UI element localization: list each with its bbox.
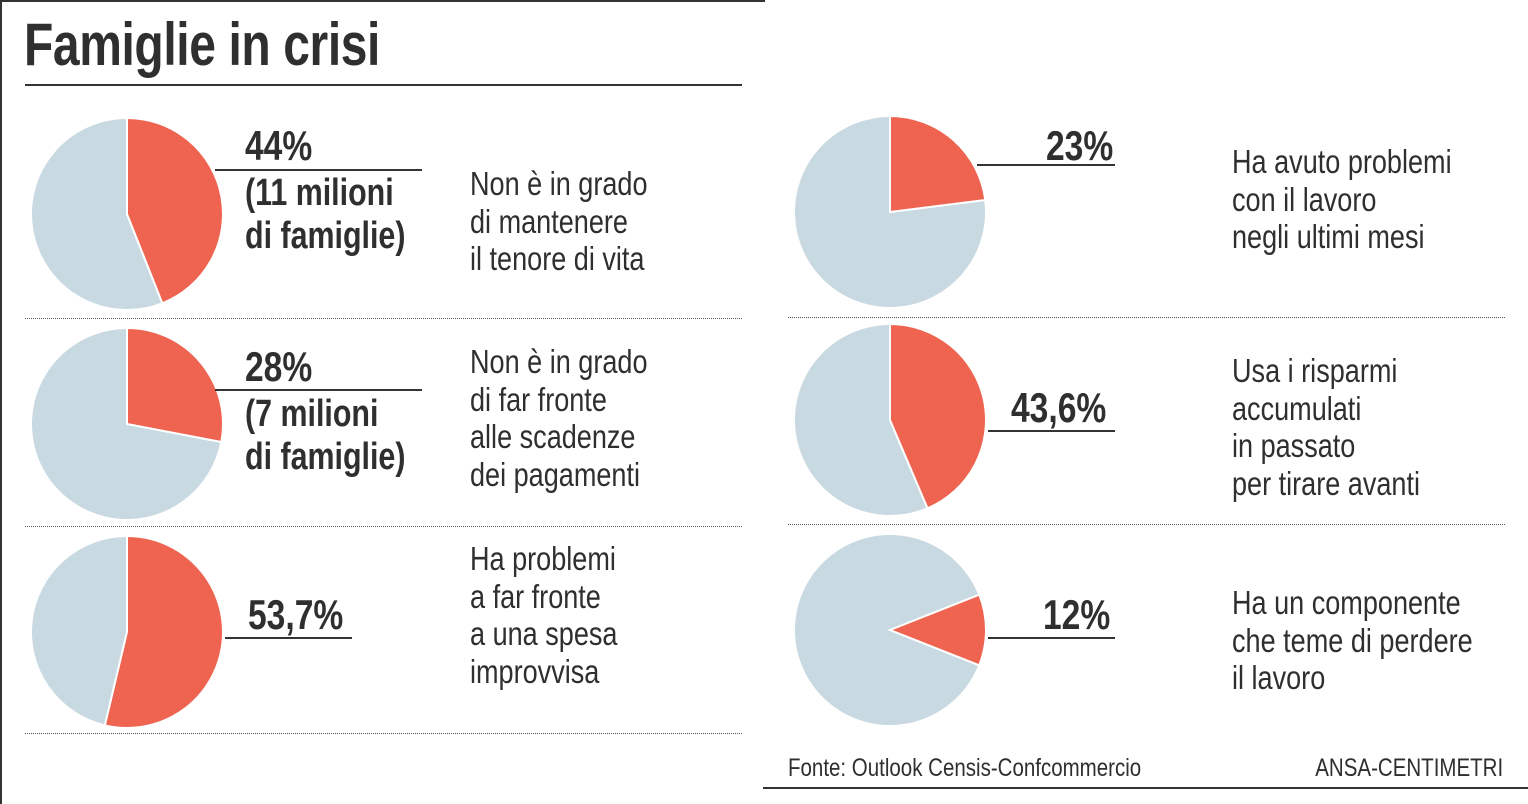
percentage: 44% — [245, 122, 313, 169]
description-line: il tenore di vita — [470, 240, 645, 277]
pie-slice-rest — [30, 534, 128, 727]
source-note: Fonte: Outlook Censis-Confcommercio — [788, 754, 1142, 782]
pie-slice-value — [103, 534, 224, 729]
chart-title: Famiglie in crisi — [24, 11, 380, 78]
description-line: con il lavoro — [1232, 180, 1377, 218]
description-line: a una spesa — [470, 615, 618, 652]
percentage: 43,6% — [1011, 384, 1107, 431]
value-label: 44% (11 milioni di famiglie) — [245, 124, 405, 258]
description-line: il lavoro — [1232, 659, 1326, 696]
pie-slice-rest — [793, 322, 929, 517]
value-label: 53,7% — [248, 593, 343, 637]
value-label: 28% (7 milioni di famiglie) — [245, 345, 405, 479]
description: Non è in grado di far fronte alle scadenze… — [470, 343, 648, 493]
description: Usa i risparmi accumulati in passato per ti… — [1232, 352, 1420, 502]
description-line: negli ultimi mesi — [1232, 218, 1425, 255]
households-count: (7 milioni — [245, 393, 379, 435]
value-label: 43,6% — [1011, 386, 1106, 430]
frame-bottom-border — [763, 787, 1528, 789]
percentage: 23% — [1046, 122, 1114, 169]
credit: ANSA-CENTIMETRI — [1315, 754, 1503, 782]
separator — [788, 524, 1505, 525]
description-line: per tirare avanti — [1232, 464, 1421, 502]
frame-top-border — [0, 0, 765, 2]
description-line: Ha un componente — [1232, 584, 1461, 621]
description-line: di mantenere — [470, 202, 628, 240]
pie-slice-value — [889, 114, 987, 214]
description-line: Ha avuto problemi — [1232, 143, 1452, 180]
description: Ha avuto problemi con il lavoro negli ulti… — [1232, 143, 1452, 256]
pie-slice-rest — [793, 533, 981, 727]
pie-chart — [793, 322, 987, 517]
leader-line — [225, 637, 352, 639]
description: Ha problemi a far fronte a una spesa improv… — [470, 540, 617, 690]
description-line: di far fronte — [470, 380, 607, 418]
pie-slice-value — [889, 322, 987, 510]
description-line: che teme di perdere — [1232, 621, 1473, 659]
value-label: 23% — [1046, 124, 1113, 168]
pie-slice-value — [126, 116, 224, 305]
percentage: 53,7% — [248, 591, 344, 638]
description-line: a far fronte — [470, 577, 601, 615]
pie-slice-rest — [30, 116, 164, 311]
percentage: 12% — [1043, 591, 1111, 638]
description-line: accumulati — [1232, 389, 1362, 427]
separator — [25, 733, 742, 734]
description-line: improvvisa — [470, 652, 600, 690]
leader-line — [977, 164, 1115, 166]
description-line: Ha problemi — [470, 540, 616, 577]
pie-chart — [793, 533, 987, 727]
title-rule — [25, 84, 742, 86]
value-label: 12% — [1043, 593, 1110, 637]
leader-line — [988, 637, 1115, 639]
households-count: di famiglie) — [245, 215, 406, 257]
description-line: Non è in grado — [470, 343, 648, 380]
description: Ha un componente che teme di perdere il la… — [1232, 584, 1473, 697]
description-line: dei pagamenti — [470, 455, 641, 493]
percentage: 28% — [245, 343, 313, 390]
leader-line — [988, 430, 1115, 432]
leader-line — [215, 169, 422, 171]
frame-left-border — [0, 0, 2, 804]
pie-slice-value — [887, 593, 987, 667]
separator — [788, 317, 1505, 318]
description-line: alle scadenze — [470, 418, 636, 455]
separator — [25, 318, 742, 319]
leader-line — [215, 389, 422, 391]
description: Non è in grado di mantenere il tenore di v… — [470, 165, 648, 278]
separator — [25, 526, 742, 527]
households-count: di famiglie) — [245, 436, 406, 478]
pie-chart — [30, 326, 224, 521]
pie-chart — [30, 534, 224, 729]
description-line: Usa i risparmi — [1232, 352, 1398, 389]
pie-chart — [30, 116, 224, 311]
description-line: Non è in grado — [470, 165, 648, 202]
households-count: (11 milioni — [245, 172, 394, 214]
pie-slice-value — [126, 326, 224, 444]
pie-chart — [793, 114, 987, 309]
description-line: in passato — [1232, 427, 1356, 464]
